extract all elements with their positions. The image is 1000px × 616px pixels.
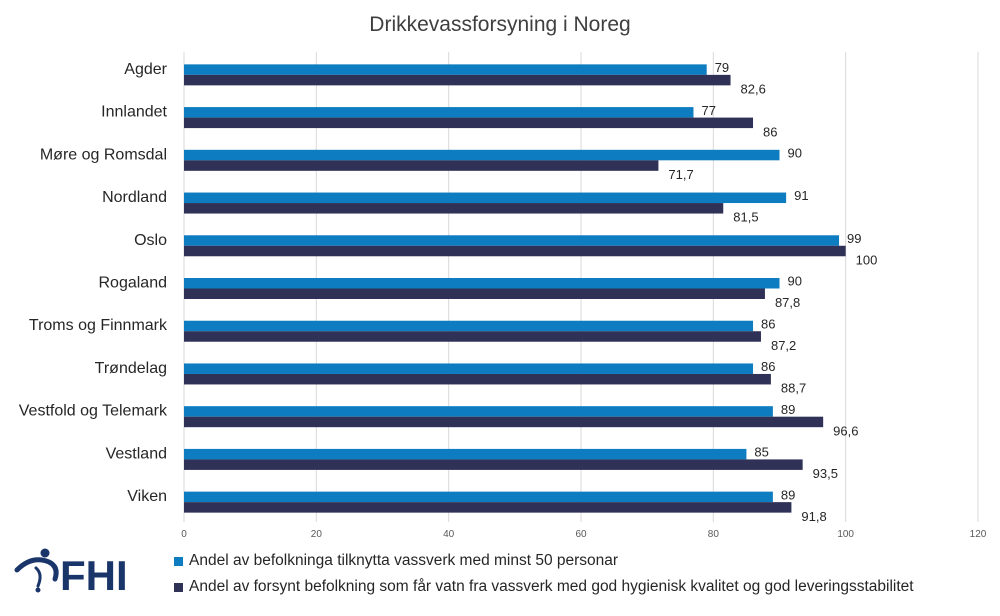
- x-tick-label: 80: [708, 529, 720, 540]
- category-label: Møre og Romsdal: [40, 146, 167, 163]
- fhi-logo-mark-icon: FHI: [14, 548, 128, 599]
- data-label-series-0: 90: [788, 274, 802, 289]
- bar-series-0: [184, 363, 754, 374]
- category-label: Innlandet: [101, 104, 167, 121]
- data-label-series-1: 91,8: [801, 509, 826, 524]
- data-label-series-0: 89: [781, 487, 795, 502]
- data-label-series-1: 87,8: [775, 295, 800, 310]
- legend-swatch-series-0: [174, 556, 183, 566]
- legend: Andel av befolkninga tilknytta vassverk …: [174, 548, 914, 600]
- data-label-series-0: 90: [788, 146, 802, 161]
- bar-series-1: [184, 331, 761, 342]
- bar-series-1: [184, 373, 771, 385]
- bar-series-0: [184, 406, 773, 417]
- data-label-series-0: 86: [761, 316, 775, 331]
- bar-series-0: [184, 107, 694, 118]
- category-label: Rogaland: [99, 275, 168, 292]
- bar-series-1: [184, 245, 846, 257]
- bar-series-0: [184, 448, 747, 460]
- legend-swatch-series-1: [174, 582, 183, 592]
- data-label-series-1: 93,5: [813, 466, 838, 481]
- legend-item-series-1: Andel av forsynt befolkning som får vatn…: [174, 574, 914, 600]
- category-label: Vestland: [106, 445, 167, 462]
- data-labels: 7982,677869071,79181,5991009087,88687,28…: [668, 60, 877, 524]
- bar-series-1: [184, 203, 724, 214]
- category-label: Viken: [127, 488, 167, 505]
- category-label: Nordland: [102, 189, 167, 206]
- bar-series-0: [184, 64, 707, 75]
- bar-series-1: [184, 74, 731, 86]
- x-tick-label: 60: [575, 529, 587, 540]
- category-label: Oslo: [134, 232, 167, 249]
- bar-series-1: [184, 459, 803, 470]
- x-tick-label: 100: [837, 529, 854, 540]
- bar-series-0: [184, 235, 840, 246]
- bar-series-1: [184, 502, 792, 513]
- data-label-series-0: 79: [715, 60, 729, 75]
- chart-title: Drikkevassforsyning i Noreg: [369, 13, 630, 36]
- data-label-series-1: 82,6: [741, 82, 766, 97]
- bar-series-0: [184, 320, 754, 332]
- category-labels: Agder Innlandet Møre og Romsdal Nordland Osl…: [19, 61, 168, 505]
- bar-series-0: [184, 149, 780, 161]
- bar-series-0: [184, 278, 780, 289]
- data-label-series-0: 99: [847, 231, 861, 246]
- x-tick-label: 0: [181, 529, 187, 540]
- legend-item-series-0: Andel av befolkninga tilknytta vassverk …: [174, 548, 914, 574]
- x-tick-label: 20: [311, 529, 323, 540]
- data-label-series-1: 81,5: [733, 210, 758, 225]
- fhi-logo: FHI: [10, 548, 150, 608]
- bar-series-0: [184, 192, 787, 204]
- bar-series-1: [184, 160, 659, 171]
- bars: [184, 64, 846, 513]
- data-label-series-0: 85: [754, 445, 768, 460]
- legend-label-series-0: Andel av befolkninga tilknytta vassverk …: [189, 552, 619, 569]
- data-label-series-1: 96,6: [833, 423, 858, 438]
- category-label: Agder: [124, 61, 167, 78]
- bar-series-1: [184, 117, 754, 129]
- fhi-logo-text: FHI: [60, 552, 128, 599]
- category-label: Trøndelag: [95, 360, 167, 377]
- legend-label-series-1: Andel av forsynt befolkning som får vatn…: [189, 578, 914, 595]
- data-label-series-1: 87,2: [771, 338, 796, 353]
- category-label: Troms og Finnmark: [29, 317, 168, 334]
- category-label: Vestfold og Telemark: [19, 403, 168, 420]
- x-tick-label: 40: [443, 529, 455, 540]
- data-label-series-0: 86: [761, 359, 775, 374]
- bar-series-1: [184, 288, 765, 299]
- bar-series-1: [184, 416, 824, 428]
- data-label-series-0: 91: [794, 188, 808, 203]
- data-label-series-1: 71,7: [668, 167, 693, 182]
- data-label-series-1: 100: [856, 252, 878, 267]
- x-tick-label: 120: [970, 529, 987, 540]
- data-label-series-1: 86: [763, 124, 777, 139]
- data-label-series-1: 88,7: [781, 381, 806, 396]
- data-label-series-0: 89: [781, 402, 795, 417]
- bar-series-0: [184, 491, 773, 503]
- data-label-series-0: 77: [701, 103, 715, 118]
